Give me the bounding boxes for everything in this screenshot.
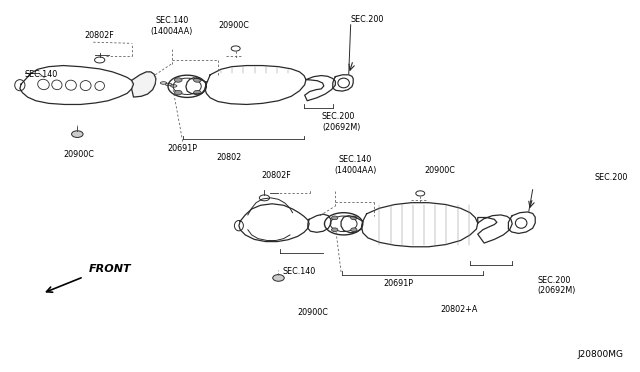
Text: SEC.140
(14004AA): SEC.140 (14004AA): [334, 155, 376, 175]
Text: 20900C: 20900C: [64, 150, 95, 159]
Text: 20691P: 20691P: [168, 144, 198, 154]
Text: J20800MG: J20800MG: [577, 350, 623, 359]
Text: SEC.200
(20692M): SEC.200 (20692M): [322, 112, 360, 132]
Text: 20802F: 20802F: [262, 171, 291, 180]
Text: SEC.140: SEC.140: [25, 70, 58, 79]
Circle shape: [332, 228, 338, 232]
Text: 20802+A: 20802+A: [440, 305, 478, 314]
Circle shape: [351, 216, 357, 220]
Text: SEC.140
(14004AA): SEC.140 (14004AA): [150, 16, 193, 36]
Circle shape: [332, 216, 338, 220]
Polygon shape: [132, 72, 156, 97]
Ellipse shape: [161, 82, 167, 84]
Text: SEC.200: SEC.200: [595, 173, 628, 182]
Ellipse shape: [166, 83, 172, 86]
Circle shape: [174, 78, 182, 82]
Circle shape: [273, 275, 284, 281]
Text: 20900C: 20900C: [218, 20, 249, 30]
Text: 20900C: 20900C: [424, 166, 456, 175]
Text: SEC.200
(20692M): SEC.200 (20692M): [537, 276, 575, 295]
Text: 20802: 20802: [217, 153, 242, 162]
Text: 20691P: 20691P: [383, 279, 413, 288]
Text: SEC.200: SEC.200: [350, 15, 383, 24]
Circle shape: [351, 228, 357, 232]
Circle shape: [174, 90, 182, 95]
Text: FRONT: FRONT: [89, 264, 131, 274]
Circle shape: [193, 78, 201, 82]
Text: SEC.140: SEC.140: [283, 267, 316, 276]
Circle shape: [72, 131, 83, 137]
Text: 20802F: 20802F: [85, 31, 115, 39]
Text: 20900C: 20900C: [297, 308, 328, 317]
Ellipse shape: [171, 85, 177, 87]
Circle shape: [193, 90, 201, 95]
